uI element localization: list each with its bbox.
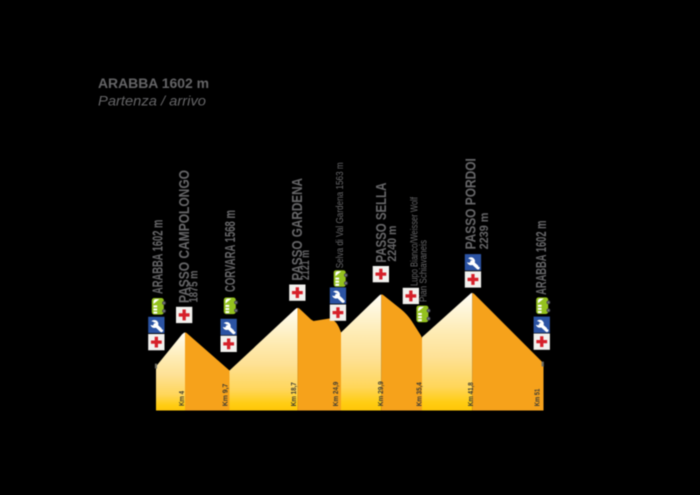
svg-text:Km 18,7: Km 18,7 [289,382,298,406]
svg-text:Lupo Bianco/Weisser Wolf: Lupo Bianco/Weisser Wolf [410,197,421,286]
svg-text:PASSO PORDOI: PASSO PORDOI [463,158,480,249]
svg-text:ARABBA 1602 m: ARABBA 1602 m [150,220,167,294]
svg-text:2240 m: 2240 m [385,226,399,262]
svg-text:Km 4: Km 4 [177,391,186,406]
svg-text:ARABBA 1602 m: ARABBA 1602 m [533,221,550,295]
svg-text:PASSO SELLA: PASSO SELLA [373,182,390,262]
svg-text:2121 m: 2121 m [298,250,312,280]
svg-text:Km 29,9: Km 29,9 [376,381,385,406]
svg-text:Partenza / arrivo: Partenza / arrivo [98,94,207,109]
svg-text:PASSO GARDENA: PASSO GARDENA [289,178,306,281]
svg-text:Pian Schiavaneis: Pian Schiavaneis [419,240,430,302]
svg-text:1875 m: 1875 m [187,271,201,303]
svg-text:Km 9,7: Km 9,7 [221,384,230,407]
svg-text:Km 24,9: Km 24,9 [331,382,340,407]
svg-text:2239 m: 2239 m [477,213,491,250]
svg-text:PASSO CAMPOLONGO: PASSO CAMPOLONGO [176,170,193,303]
svg-text:Km 41,8: Km 41,8 [466,382,475,406]
svg-text:Km 51: Km 51 [533,389,542,407]
svg-text:Km 35,4: Km 35,4 [414,382,423,406]
svg-text:ARABBA 1602 m: ARABBA 1602 m [98,76,209,91]
svg-text:Selva di Val Gardena 1563 m: Selva di Val Gardena 1563 m [335,162,346,268]
svg-text:CORVARA 1568 m: CORVARA 1568 m [222,210,239,292]
